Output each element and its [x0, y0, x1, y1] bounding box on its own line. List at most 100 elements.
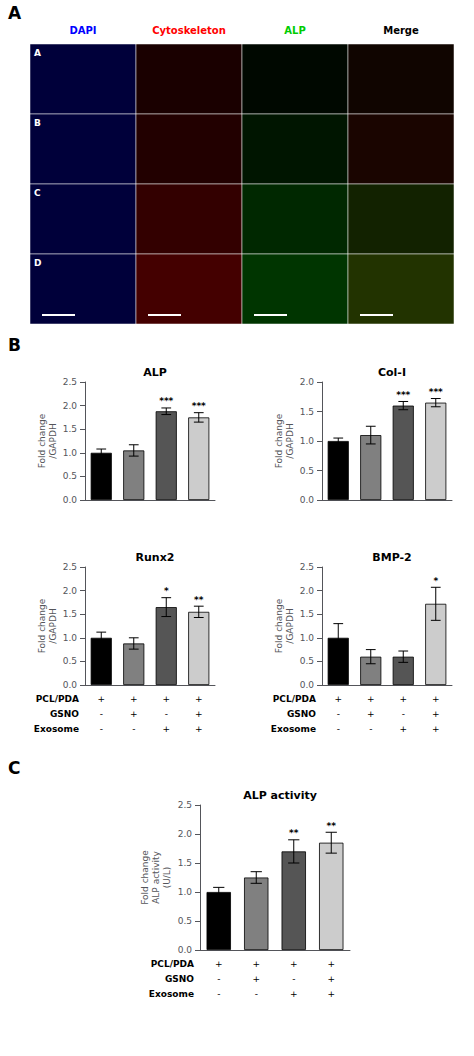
- svg-text:Exosome: Exosome: [271, 724, 316, 734]
- svg-text:B: B: [34, 118, 41, 128]
- svg-text:1.5: 1.5: [63, 424, 77, 434]
- svg-text:BMP-2: BMP-2: [372, 551, 411, 564]
- svg-text:0.5: 0.5: [300, 656, 314, 666]
- svg-text:0.0: 0.0: [300, 680, 315, 690]
- svg-text:+: +: [432, 694, 440, 704]
- svg-text:DAPI: DAPI: [69, 25, 96, 36]
- svg-text:ALP: ALP: [284, 25, 305, 36]
- svg-text:0.0: 0.0: [178, 945, 193, 955]
- svg-text:Runx2: Runx2: [136, 551, 175, 564]
- svg-text:A: A: [8, 3, 22, 23]
- svg-text:0.0: 0.0: [63, 495, 78, 505]
- svg-text:2.0: 2.0: [300, 586, 315, 596]
- svg-text:***: ***: [192, 401, 206, 411]
- svg-text:C: C: [8, 758, 20, 778]
- svg-text:+: +: [252, 974, 260, 984]
- svg-text:-: -: [337, 709, 340, 719]
- svg-text:+: +: [215, 959, 223, 969]
- svg-text:*: *: [433, 576, 438, 586]
- svg-text:-: -: [217, 974, 220, 984]
- svg-text:+: +: [367, 694, 375, 704]
- svg-text:-: -: [132, 724, 135, 734]
- svg-text:2.5: 2.5: [178, 800, 192, 810]
- svg-text:2.0: 2.0: [300, 377, 315, 387]
- svg-text:-: -: [402, 709, 405, 719]
- svg-text:+: +: [334, 694, 342, 704]
- svg-text:**: **: [194, 595, 204, 605]
- svg-text:0.5: 0.5: [63, 656, 77, 666]
- svg-text:+: +: [97, 694, 105, 704]
- svg-text:-: -: [369, 724, 372, 734]
- svg-text:B: B: [8, 335, 21, 355]
- svg-text:A: A: [34, 48, 41, 58]
- svg-text:+: +: [432, 709, 440, 719]
- svg-text:0.5: 0.5: [178, 916, 192, 926]
- svg-text:+: +: [195, 724, 203, 734]
- svg-text:Fold change: Fold change: [140, 850, 150, 905]
- svg-text:/GAPDH: /GAPDH: [285, 608, 295, 643]
- svg-text:/GAPDH: /GAPDH: [285, 423, 295, 458]
- svg-text:***: ***: [429, 387, 443, 397]
- svg-text:2.5: 2.5: [300, 562, 314, 572]
- svg-text:0.5: 0.5: [63, 471, 77, 481]
- svg-text:/GAPDH: /GAPDH: [48, 608, 58, 643]
- svg-text:+: +: [327, 989, 335, 999]
- svg-text:+: +: [399, 694, 407, 704]
- svg-text:Fold change: Fold change: [274, 598, 284, 653]
- svg-text:C: C: [34, 188, 41, 198]
- svg-text:D: D: [34, 258, 41, 268]
- svg-text:+: +: [290, 989, 298, 999]
- svg-text:Cytoskeleton: Cytoskeleton: [152, 25, 226, 36]
- svg-text:+: +: [162, 694, 170, 704]
- svg-text:0.0: 0.0: [300, 495, 315, 505]
- svg-text:/GAPDH: /GAPDH: [48, 423, 58, 458]
- svg-text:+: +: [432, 724, 440, 734]
- svg-text:ALP activity: ALP activity: [151, 851, 161, 904]
- svg-text:1.0: 1.0: [63, 448, 78, 458]
- svg-text:0.0: 0.0: [63, 680, 78, 690]
- svg-text:ALP activity: ALP activity: [243, 789, 317, 802]
- svg-text:1.0: 1.0: [300, 633, 315, 643]
- svg-text:2.0: 2.0: [63, 401, 78, 411]
- svg-text:Fold change: Fold change: [37, 598, 47, 653]
- svg-text:GSNO: GSNO: [165, 974, 194, 984]
- svg-text:+: +: [399, 724, 407, 734]
- svg-text:-: -: [292, 974, 295, 984]
- svg-text:**: **: [327, 821, 337, 831]
- svg-text:+: +: [367, 709, 375, 719]
- svg-text:Col-I: Col-I: [378, 366, 406, 379]
- svg-text:+: +: [130, 709, 138, 719]
- svg-text:GSNO: GSNO: [287, 709, 316, 719]
- svg-text:Fold change: Fold change: [274, 413, 284, 468]
- svg-text:(U/L): (U/L): [162, 867, 172, 889]
- svg-text:PCL/PDA: PCL/PDA: [151, 959, 194, 969]
- svg-text:PCL/PDA: PCL/PDA: [273, 694, 316, 704]
- svg-text:GSNO: GSNO: [50, 709, 79, 719]
- svg-text:+: +: [195, 709, 203, 719]
- svg-text:***: ***: [396, 390, 410, 400]
- svg-text:-: -: [165, 709, 168, 719]
- svg-text:2.5: 2.5: [63, 562, 77, 572]
- svg-text:1.5: 1.5: [178, 858, 192, 868]
- svg-text:Merge: Merge: [383, 25, 419, 36]
- svg-text:1.5: 1.5: [300, 609, 314, 619]
- svg-text:***: ***: [159, 396, 173, 406]
- svg-text:2.0: 2.0: [63, 586, 78, 596]
- svg-text:+: +: [252, 959, 260, 969]
- svg-text:**: **: [289, 828, 299, 838]
- svg-text:1.0: 1.0: [178, 887, 193, 897]
- svg-text:-: -: [337, 724, 340, 734]
- svg-text:-: -: [255, 989, 258, 999]
- svg-text:+: +: [327, 974, 335, 984]
- svg-text:1.0: 1.0: [300, 436, 315, 446]
- svg-text:2.0: 2.0: [178, 829, 193, 839]
- svg-text:2.5: 2.5: [63, 377, 77, 387]
- svg-text:+: +: [290, 959, 298, 969]
- svg-text:-: -: [217, 989, 220, 999]
- svg-text:+: +: [130, 694, 138, 704]
- svg-text:ALP: ALP: [143, 366, 167, 379]
- svg-text:1.5: 1.5: [63, 609, 77, 619]
- svg-text:Exosome: Exosome: [149, 989, 194, 999]
- svg-text:Fold change: Fold change: [37, 413, 47, 468]
- svg-text:1.5: 1.5: [300, 407, 314, 417]
